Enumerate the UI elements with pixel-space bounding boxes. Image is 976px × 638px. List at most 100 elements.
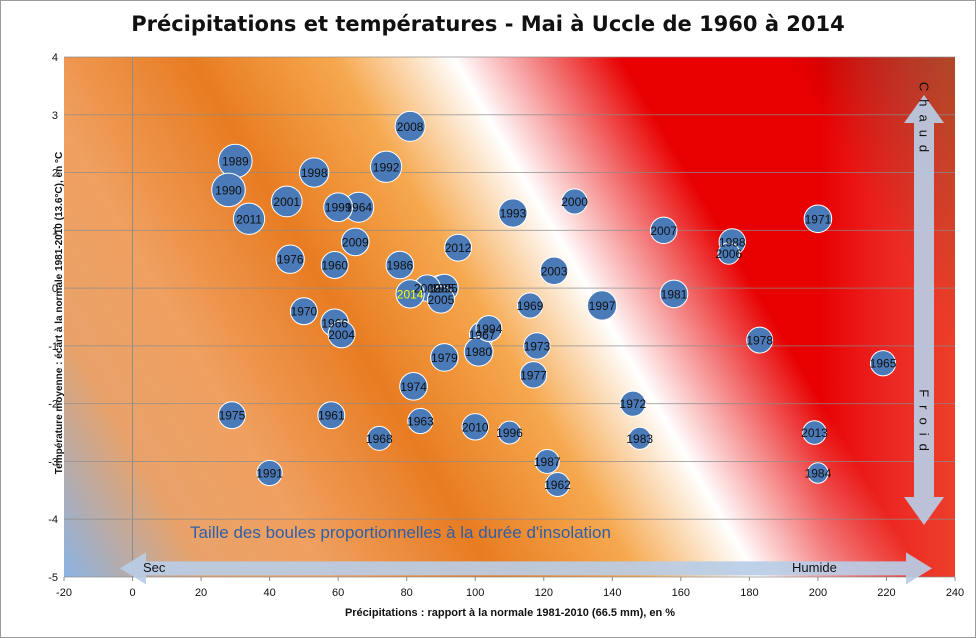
bubble-1986[interactable] xyxy=(385,250,415,280)
bubble-label-1997: 1997 xyxy=(589,299,616,313)
bubble-label-1976: 1976 xyxy=(277,253,304,267)
y-tick-label: -1 xyxy=(48,341,58,353)
bubble-label-1994: 1994 xyxy=(476,322,503,336)
bubble-1990[interactable] xyxy=(211,172,246,208)
bubble-2006[interactable] xyxy=(717,242,741,265)
bubble-1981[interactable] xyxy=(659,279,689,309)
bubble-1978[interactable] xyxy=(746,326,774,354)
axes: -5 -4 -3 -2 -1 0 1 2 3 4 -20 0 20 40 60 80 100 120 140 160 1… xyxy=(48,52,964,599)
bubble-label-2006: 2006 xyxy=(715,247,742,261)
bubble-label-1993: 1993 xyxy=(500,207,527,221)
bubble-label-2002: 2002 xyxy=(414,282,441,296)
bubble-1970[interactable] xyxy=(289,297,318,326)
bubble-1994[interactable] xyxy=(475,315,503,343)
bubble-label-2008: 2008 xyxy=(397,120,424,134)
bubble-2004[interactable] xyxy=(327,320,356,349)
bubble-label-1998: 1998 xyxy=(301,166,328,180)
bubble-label-2014: 2014 xyxy=(397,287,424,301)
x-tick-label: 60 xyxy=(332,587,344,599)
bubble-1980[interactable] xyxy=(463,336,494,367)
x-tick-label: 100 xyxy=(466,587,484,599)
bubble-1965[interactable] xyxy=(869,350,897,377)
bubble-label-1961: 1961 xyxy=(318,409,345,423)
bubble-label-1969: 1969 xyxy=(517,299,544,313)
bubble-1960[interactable] xyxy=(320,251,349,279)
bubble-1983[interactable] xyxy=(628,426,652,450)
bubble-label-1991: 1991 xyxy=(256,467,283,481)
bubble-label-1979: 1979 xyxy=(431,351,458,365)
bubble-1969[interactable] xyxy=(516,292,544,319)
bubble-2003[interactable] xyxy=(539,256,569,286)
bubble-1996[interactable] xyxy=(497,420,522,445)
bubble-1976[interactable] xyxy=(275,244,305,274)
bubble-1984[interactable] xyxy=(807,462,829,484)
bubble-label-2007: 2007 xyxy=(650,224,677,238)
bubble-1979[interactable] xyxy=(430,343,459,372)
bubble-1975[interactable] xyxy=(217,401,246,430)
bubble-label-1985: 1985 xyxy=(428,282,455,296)
bubble-label-1978: 1978 xyxy=(746,334,773,348)
bubble-2009[interactable] xyxy=(340,227,370,257)
bubble-label-1990: 1990 xyxy=(215,183,242,197)
y-tick-label: -4 xyxy=(48,514,58,526)
bubble-1971[interactable] xyxy=(803,204,833,234)
bubble-label-1968: 1968 xyxy=(366,432,393,446)
bubble-1991[interactable] xyxy=(256,459,283,487)
y-tick-label: 2 xyxy=(52,168,58,180)
bubble-1992[interactable] xyxy=(370,150,403,183)
cold-warm-arrow xyxy=(904,95,944,525)
bubble-label-1977: 1977 xyxy=(520,368,547,382)
bubble-1977[interactable] xyxy=(519,361,548,389)
x-tick-label: 160 xyxy=(672,587,690,599)
bubble-label-1967: 1967 xyxy=(469,328,496,342)
bubble-1987[interactable] xyxy=(534,448,560,474)
bubble-2012[interactable] xyxy=(444,233,473,262)
bubble-1973[interactable] xyxy=(523,332,551,360)
bubble-1998[interactable] xyxy=(299,157,330,188)
bubble-label-2005: 2005 xyxy=(428,293,455,307)
bubble-label-1972: 1972 xyxy=(620,397,647,411)
bubble-2010[interactable] xyxy=(461,413,489,441)
bubble-1972[interactable] xyxy=(619,390,646,417)
y-tick-label: 0 xyxy=(52,283,58,295)
bubble-1962[interactable] xyxy=(544,472,570,498)
bubble-label-1999: 1999 xyxy=(325,201,352,215)
bubble-label-1995: 1995 xyxy=(431,282,458,296)
x-tick-label: 0 xyxy=(129,587,135,599)
bubble-label-1984: 1984 xyxy=(805,467,832,481)
bubble-label-1989: 1989 xyxy=(222,155,249,169)
x-tick-label: 200 xyxy=(809,587,827,599)
bubble-2014[interactable] xyxy=(395,279,425,309)
y-tick-label: -3 xyxy=(48,456,58,468)
bubble-label-1970: 1970 xyxy=(291,305,318,319)
bubble-label-layer: 1960 1961 1962 1963 1964 1965 1966 1967 1968 1969… xyxy=(215,120,897,492)
bubble-label-1966: 1966 xyxy=(321,316,348,330)
bubble-label-1964: 1964 xyxy=(345,201,372,215)
bubble-1963[interactable] xyxy=(407,407,434,435)
bubble-layer xyxy=(211,110,897,498)
bubble-label-1981: 1981 xyxy=(661,287,688,301)
bubble-2001[interactable] xyxy=(270,185,303,218)
bubble-2007[interactable] xyxy=(650,216,678,245)
bubble-1993[interactable] xyxy=(498,198,528,228)
bubble-2005[interactable] xyxy=(427,285,455,314)
bubble-2011[interactable] xyxy=(232,202,266,235)
x-axis-title: Précipitations : rapport à la normale 19… xyxy=(345,607,675,619)
bubble-1968[interactable] xyxy=(366,425,392,451)
bubble-2013[interactable] xyxy=(802,420,827,445)
bubble-label-1971: 1971 xyxy=(805,212,832,226)
bubble-label-2000: 2000 xyxy=(561,195,588,209)
y-tick-label: 3 xyxy=(52,110,58,122)
bubble-1961[interactable] xyxy=(317,401,346,430)
bubble-1999[interactable] xyxy=(323,192,354,223)
bubble-label-2012: 2012 xyxy=(445,241,472,255)
bubble-1974[interactable] xyxy=(399,372,428,401)
bubble-1997[interactable] xyxy=(586,290,618,321)
x-tick-label: -20 xyxy=(56,587,72,599)
x-tick-label: 240 xyxy=(946,587,964,599)
y-tick-label: -5 xyxy=(48,572,58,584)
bubble-label-2013: 2013 xyxy=(801,426,828,440)
bubble-2000[interactable] xyxy=(561,188,588,215)
bubble-2008[interactable] xyxy=(394,110,426,142)
wet-label: Humide xyxy=(792,560,837,575)
